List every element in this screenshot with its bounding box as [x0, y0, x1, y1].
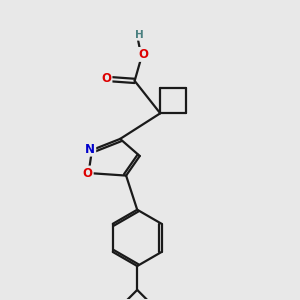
Text: H: H — [134, 30, 143, 40]
Text: O: O — [83, 167, 93, 179]
Text: O: O — [138, 48, 148, 61]
Text: N: N — [85, 142, 95, 156]
Text: O: O — [101, 72, 112, 85]
